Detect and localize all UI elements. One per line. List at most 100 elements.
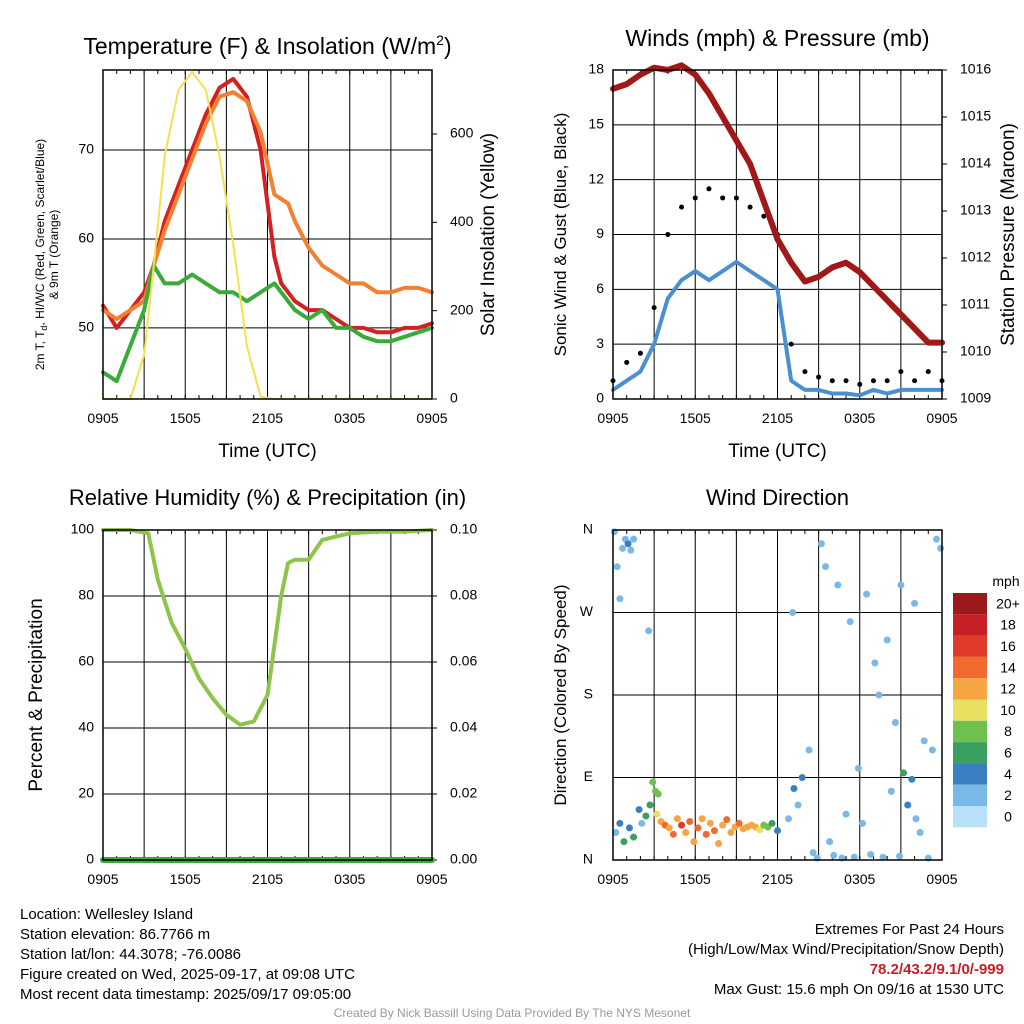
x-tick-label: 0905 bbox=[87, 871, 118, 887]
wind-direction-point bbox=[842, 810, 850, 818]
x-tick-label: 0305 bbox=[844, 871, 875, 887]
colorbar-label: 2 bbox=[1004, 787, 1012, 803]
y2-tick-label: 0.10 bbox=[450, 521, 477, 537]
colorbar-swatch bbox=[953, 742, 987, 764]
x-tick-label: 2105 bbox=[762, 410, 793, 426]
gust-point bbox=[624, 359, 630, 365]
wind-direction-point bbox=[654, 790, 662, 798]
wind-direction-point bbox=[891, 719, 899, 726]
wind-direction-point bbox=[908, 775, 916, 783]
wind-direction-point bbox=[630, 833, 638, 841]
y-tick-label: 9 bbox=[596, 225, 604, 241]
gust-point bbox=[747, 204, 753, 210]
x-tick-label: 0305 bbox=[844, 410, 875, 426]
x-tick-label: 2105 bbox=[762, 871, 793, 887]
extremes-title: Extremes For Past 24 Hours bbox=[814, 921, 1004, 938]
gust-point bbox=[651, 305, 657, 311]
wind-direction-point bbox=[911, 599, 919, 607]
series-gust-points bbox=[610, 186, 945, 387]
colorbar-label: 18 bbox=[1000, 617, 1016, 633]
wind-direction-point bbox=[826, 838, 834, 846]
x-tick-label: 1505 bbox=[680, 871, 711, 887]
x-tick-label: 0905 bbox=[926, 871, 957, 887]
chart-wind: Winds (mph) & Pressure (mb) 0 3 6 9 12 15 18 100… bbox=[551, 25, 1019, 462]
wind-direction-point bbox=[630, 535, 638, 543]
x-tick-label: 0905 bbox=[597, 871, 628, 887]
chart-title: Winds (mph) & Pressure (mb) bbox=[625, 25, 929, 51]
wind-direction-point bbox=[645, 627, 653, 635]
wind-direction-point bbox=[698, 815, 706, 823]
gust-point bbox=[761, 213, 767, 219]
wind-direction-point bbox=[817, 540, 825, 548]
extremes-info: Extremes For Past 24 Hours (High/Low/Max… bbox=[688, 920, 1004, 1000]
wind-direction-point bbox=[912, 815, 920, 823]
chart-title: Relative Humidity (%) & Precipitation (i… bbox=[69, 485, 466, 510]
wind-direction-point bbox=[821, 563, 829, 571]
y2-tick-label: 0.06 bbox=[450, 653, 477, 669]
x-tick-label: 1505 bbox=[170, 871, 201, 887]
wind-direction-point bbox=[871, 659, 879, 667]
wind-direction-point bbox=[702, 830, 710, 838]
gust-point bbox=[679, 204, 685, 210]
x-tick-label: 2105 bbox=[252, 410, 283, 426]
wind-direction-point bbox=[624, 540, 632, 548]
y-tick-label: 15 bbox=[588, 116, 604, 132]
gust-point bbox=[884, 378, 890, 384]
y2-tick-label: 1012 bbox=[960, 249, 991, 265]
y2-tick-label: 1014 bbox=[960, 155, 991, 171]
wind-direction-point bbox=[883, 636, 891, 644]
y-tick-label: 70 bbox=[78, 141, 94, 157]
wind-direction-point bbox=[719, 821, 727, 829]
wind-direction-point bbox=[858, 819, 866, 827]
colorbar-label: 0 bbox=[1004, 808, 1012, 824]
colorbar-label: 6 bbox=[1004, 744, 1012, 760]
wind-direction-point bbox=[686, 818, 694, 825]
wind-direction-point bbox=[649, 778, 657, 786]
wind-direction-point bbox=[875, 691, 883, 699]
colorbar-label: 12 bbox=[1000, 681, 1016, 697]
colorbar-unit: mph bbox=[992, 573, 1019, 589]
gust-point bbox=[857, 381, 863, 387]
colorbar-label: 8 bbox=[1004, 723, 1012, 739]
y2-tick-label: 1015 bbox=[960, 108, 991, 124]
wind-direction-point bbox=[928, 746, 936, 754]
wind-direction-point bbox=[646, 801, 654, 809]
y-tick-label: 0 bbox=[86, 851, 94, 867]
gust-point bbox=[912, 378, 918, 384]
series-heat_index-line bbox=[101, 90, 434, 321]
series-humidity-line bbox=[101, 528, 434, 727]
plot-frame bbox=[102, 529, 433, 861]
wind-direction-point bbox=[834, 581, 842, 589]
credit-line: Created By Nick Bassill Using Data Provi… bbox=[333, 1006, 691, 1020]
wind-direction-point bbox=[706, 819, 714, 827]
wind-direction-point bbox=[735, 819, 743, 827]
y-axis-label: Sonic Wind & Gust (Blue, Black) bbox=[551, 113, 570, 357]
chart-title: Temperature (F) & Insolation (W/m2) bbox=[83, 32, 451, 59]
wind-direction-point bbox=[625, 824, 633, 832]
max-gust: Max Gust: 15.6 mph On 09/16 at 1530 UTC bbox=[713, 981, 1004, 998]
y2-tick-label: 1016 bbox=[960, 61, 991, 77]
gust-point bbox=[720, 195, 726, 201]
wind-direction-point bbox=[723, 816, 731, 824]
y-tick-label: 0 bbox=[596, 390, 604, 406]
figure-created: Figure created on Wed, 2025-09-17, at 09… bbox=[20, 966, 355, 983]
chart-title: Wind Direction bbox=[706, 485, 849, 510]
wind-direction-point bbox=[794, 801, 802, 809]
extremes-labels: (High/Low/Max Wind/Precipitation/Snow De… bbox=[688, 941, 1004, 958]
series-wind-line bbox=[611, 259, 944, 398]
x-tick-label: 0905 bbox=[926, 410, 957, 426]
plot-frame bbox=[102, 69, 433, 400]
y2-tick-label: 1010 bbox=[960, 343, 991, 359]
y2-tick-label: 0.04 bbox=[450, 719, 477, 735]
y-tick-label: 60 bbox=[78, 230, 94, 246]
y2-tick-label: 1011 bbox=[960, 296, 990, 312]
y2-tick-label: 0.02 bbox=[450, 785, 477, 801]
gust-point bbox=[733, 195, 739, 201]
x-tick-label: 0905 bbox=[87, 410, 118, 426]
wind-direction-point bbox=[682, 829, 690, 836]
plot-frame bbox=[612, 529, 943, 861]
plot-frame bbox=[612, 69, 943, 400]
y-tick-label: 80 bbox=[78, 587, 94, 603]
wind-direction-point bbox=[850, 853, 858, 861]
